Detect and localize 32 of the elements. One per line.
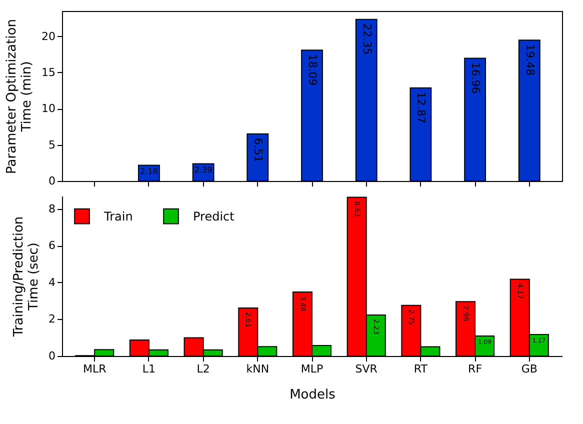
x-tick-label: MLR (82, 362, 107, 376)
legend-label: Predict (193, 209, 235, 224)
y-tick-label: 5 (48, 138, 56, 152)
y-tick-label: 2 (48, 312, 56, 326)
data-label: 2.39 (194, 166, 212, 175)
legend-label: Train (103, 209, 133, 224)
data-label: 12.87 (414, 92, 428, 124)
x-tick-label: L1 (142, 362, 156, 376)
y-tick-label: 4 (48, 276, 56, 289)
y-axis-title: Parameter Optimization Time (min) (4, 19, 35, 174)
x-tick-label: RF (468, 362, 482, 376)
x-tick-label: GB (521, 362, 538, 376)
data-label: 19.48 (523, 44, 536, 76)
data-label: 18.09 (306, 54, 319, 86)
y-tick-label: 20 (42, 30, 56, 43)
data-label: 22.35 (360, 23, 374, 55)
x-tick-label: RT (414, 362, 428, 376)
y-tick-label: 10 (42, 102, 56, 116)
y-tick-label: 0 (48, 350, 56, 362)
y-tick-label: 0 (48, 174, 56, 188)
data-label: 16.96 (469, 62, 482, 94)
y-tick-label: 15 (42, 66, 56, 79)
data-label: 6.51 (252, 138, 265, 162)
x-axis-title: Models (290, 388, 336, 402)
y-tick-label: 6 (48, 239, 56, 252)
x-tick-label: SVR (355, 362, 378, 376)
x-tick-label: kNN (246, 362, 270, 376)
y-tick-label: 8 (48, 202, 56, 216)
x-tick-label: L2 (196, 362, 210, 376)
data-label: 2.18 (140, 167, 158, 176)
y-axis-title: Training/Prediction Time (sec) (12, 216, 42, 338)
x-tick-label: MLP (300, 362, 324, 376)
